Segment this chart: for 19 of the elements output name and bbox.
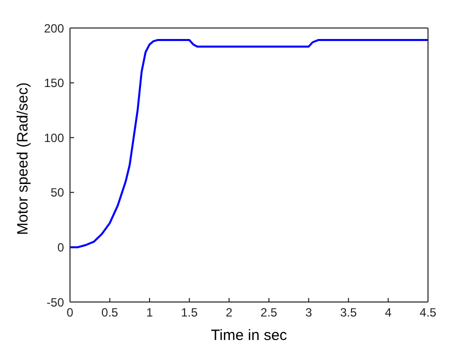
x-tick-label: 1 [146, 306, 154, 320]
x-tick-label: 0 [66, 306, 74, 320]
x-tick-label: 0.5 [101, 306, 118, 320]
y-tick-label: 200 [44, 21, 64, 36]
x-tick-label: 2.5 [260, 306, 278, 320]
x-tick-label: 3.5 [340, 306, 358, 320]
x-axis-title: Time in sec [210, 327, 288, 344]
y-tick-label: -50 [46, 295, 64, 310]
y-tick-label: 0 [57, 240, 64, 254]
x-tick-label: 4.5 [420, 306, 437, 320]
y-tick-label: 150 [44, 76, 64, 90]
line-series [70, 39, 428, 248]
x-tick-label: 2 [226, 306, 233, 320]
y-axis-title: Motor speed (Rad/sec) [14, 82, 32, 235]
x-tick-label: 4 [384, 306, 392, 320]
x-tick-label: 1.5 [180, 306, 198, 320]
x-tick-label: 3 [305, 306, 312, 320]
y-tick-label: 100 [44, 130, 64, 145]
y-tick-label: 50 [50, 186, 64, 200]
